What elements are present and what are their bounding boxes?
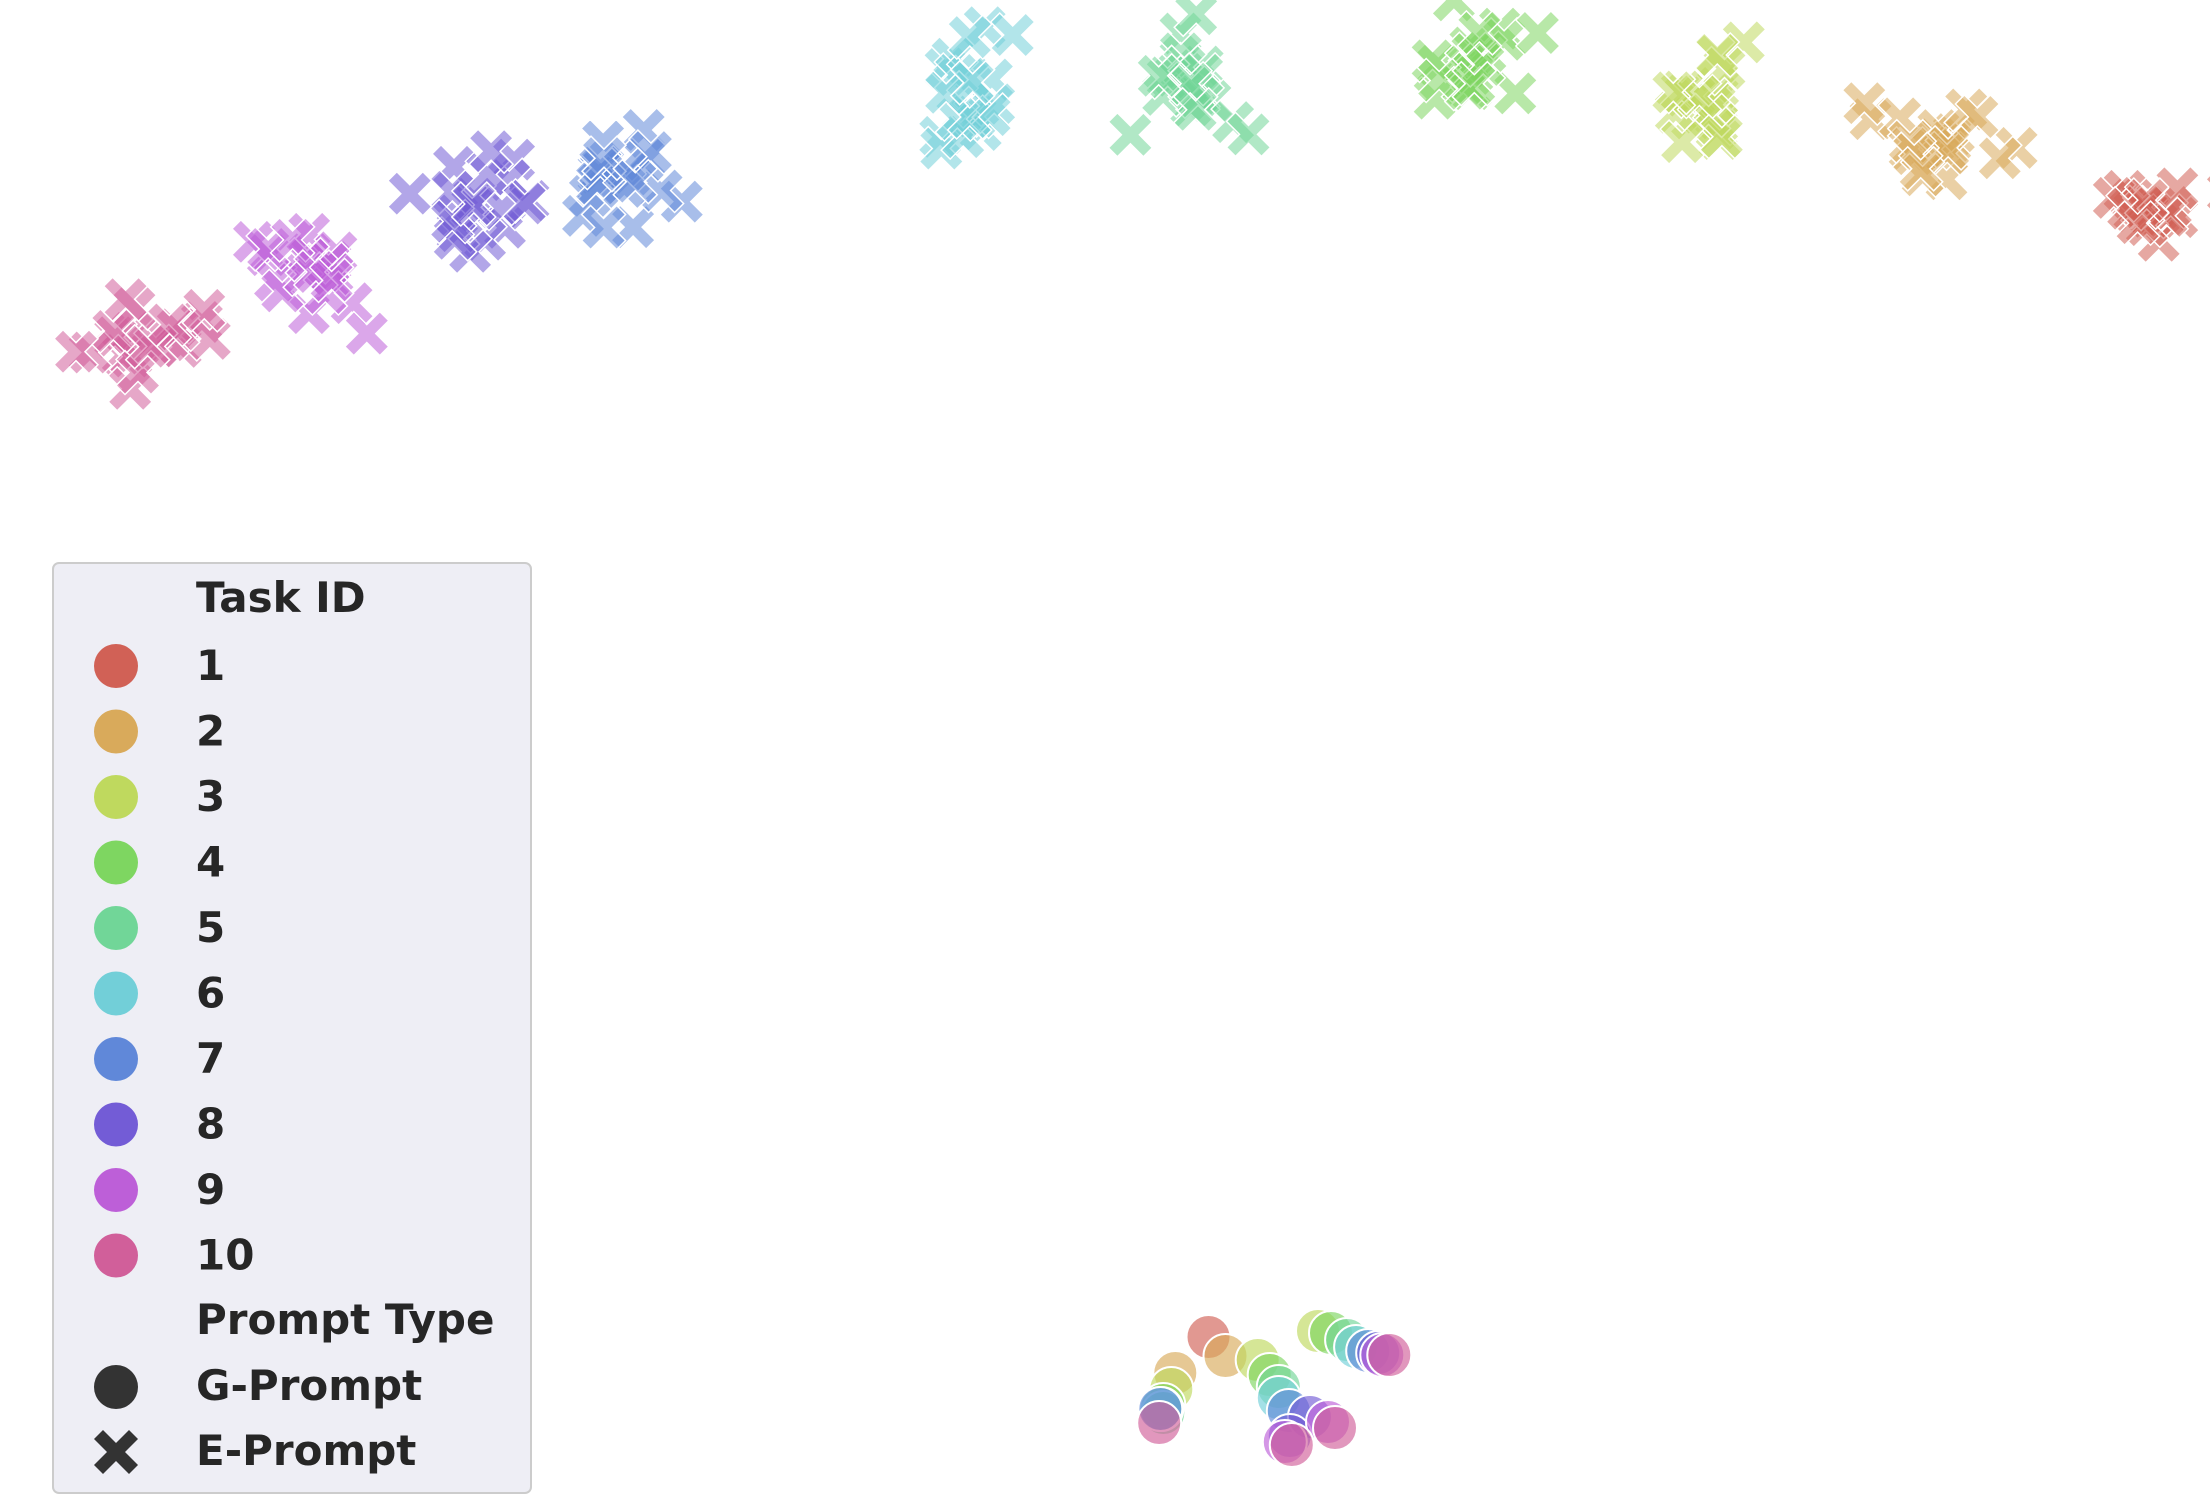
e-prompt-point-task-9 bbox=[343, 310, 390, 357]
e-prompt-point-task-5 bbox=[1225, 111, 1272, 158]
legend-task-3-marker bbox=[94, 775, 138, 819]
e-prompt-point-task-4 bbox=[1492, 70, 1539, 117]
legend-task-8-label: 8 bbox=[196, 1100, 225, 1149]
legend-task-10-marker bbox=[94, 1233, 138, 1278]
e-prompt-point-task-9 bbox=[308, 257, 355, 304]
e-prompt-point-task-10 bbox=[52, 328, 100, 375]
e-prompt-point-task-6 bbox=[946, 14, 993, 61]
legend: Task ID 1 2 3 4 5 6 7 8 9 10 Prompt Type G-Prompt… bbox=[52, 562, 532, 1494]
legend-task-5-label: 5 bbox=[196, 903, 225, 952]
e-prompt-point-task-2 bbox=[1897, 145, 1944, 192]
legend-style-title: Prompt Type bbox=[196, 1295, 494, 1344]
e-prompt-point-task-5 bbox=[1172, 86, 1219, 133]
legend-task-9-label: 9 bbox=[196, 1165, 225, 1214]
legend-e-prompt-marker bbox=[94, 1430, 138, 1474]
legend-hue-items: 1 2 3 4 5 6 7 8 9 10 bbox=[94, 641, 254, 1280]
e-prompt-point-task-4 bbox=[1451, 60, 1498, 107]
e-prompt-point-task-8 bbox=[450, 180, 497, 228]
e-prompt-point-task-8 bbox=[501, 180, 548, 227]
e-prompt-point-task-6 bbox=[923, 69, 970, 116]
e-prompt-point-task-8 bbox=[468, 128, 515, 175]
e-prompt-point-task-5 bbox=[1173, 0, 1220, 38]
e-prompt-point-task-3 bbox=[1694, 31, 1741, 79]
e-prompt-point-task-2 bbox=[1954, 93, 2001, 141]
legend-task-7-marker bbox=[94, 1037, 138, 1081]
e-prompt-point-task-6 bbox=[918, 125, 965, 172]
legend-task-6-label: 6 bbox=[196, 969, 225, 1018]
g-prompt-point-task-10 bbox=[1268, 1422, 1315, 1468]
legend-task-4-label: 4 bbox=[196, 838, 225, 887]
e-prompt-point-task-3 bbox=[1698, 113, 1745, 160]
legend-task-2-marker bbox=[94, 709, 138, 754]
legend-task-2-label: 2 bbox=[196, 707, 225, 756]
e-prompt-point-task-2 bbox=[1976, 135, 2023, 182]
legend-task-5-marker bbox=[94, 906, 138, 950]
legend-task-9-marker bbox=[94, 1168, 138, 1212]
legend-task-4-marker bbox=[94, 840, 138, 885]
e-prompt-point-task-6 bbox=[949, 59, 996, 106]
legend-task-1-marker bbox=[94, 644, 138, 688]
e-prompt-point-task-3 bbox=[1659, 119, 1706, 166]
e-prompt-point-task-8 bbox=[386, 170, 433, 217]
legend-hue-title: Task ID bbox=[196, 573, 366, 622]
g-prompt-point-task-10 bbox=[1312, 1405, 1358, 1451]
legend-task-6-marker bbox=[94, 971, 138, 1016]
e-prompt-point-task-7 bbox=[580, 204, 627, 251]
g-prompt-point-task-10 bbox=[1136, 1400, 1183, 1446]
e-prompt-point-task-1 bbox=[2114, 200, 2161, 247]
e-prompt-point-task-2 bbox=[1841, 80, 1888, 127]
legend-g-prompt-label: G-Prompt bbox=[196, 1361, 422, 1410]
legend-task-7-label: 7 bbox=[196, 1034, 225, 1083]
e-prompt-point-task-10 bbox=[181, 286, 228, 333]
e-prompt-point-task-7 bbox=[612, 158, 659, 205]
legend-e-prompt-label: E-Prompt bbox=[196, 1426, 416, 1475]
e-prompt-point-task-4 bbox=[1514, 9, 1561, 57]
g-prompt-point-task-10 bbox=[1366, 1332, 1413, 1378]
e-prompt-point-task-1 bbox=[2204, 174, 2210, 211]
legend-frame bbox=[52, 562, 532, 1494]
e-prompt-point-task-3 bbox=[1650, 69, 1697, 116]
legend-task-10-label: 10 bbox=[196, 1231, 254, 1280]
legend-g-prompt-marker bbox=[94, 1365, 138, 1409]
legend-task-8-marker bbox=[94, 1102, 138, 1147]
points-layer bbox=[52, 0, 2210, 1468]
e-prompt-point-task-10 bbox=[146, 301, 193, 348]
legend-task-1-label: 1 bbox=[196, 641, 225, 690]
e-prompt-point-task-4 bbox=[1456, 9, 1503, 56]
e-prompt-point-task-5 bbox=[1107, 111, 1154, 158]
legend-task-3-label: 3 bbox=[196, 772, 225, 821]
